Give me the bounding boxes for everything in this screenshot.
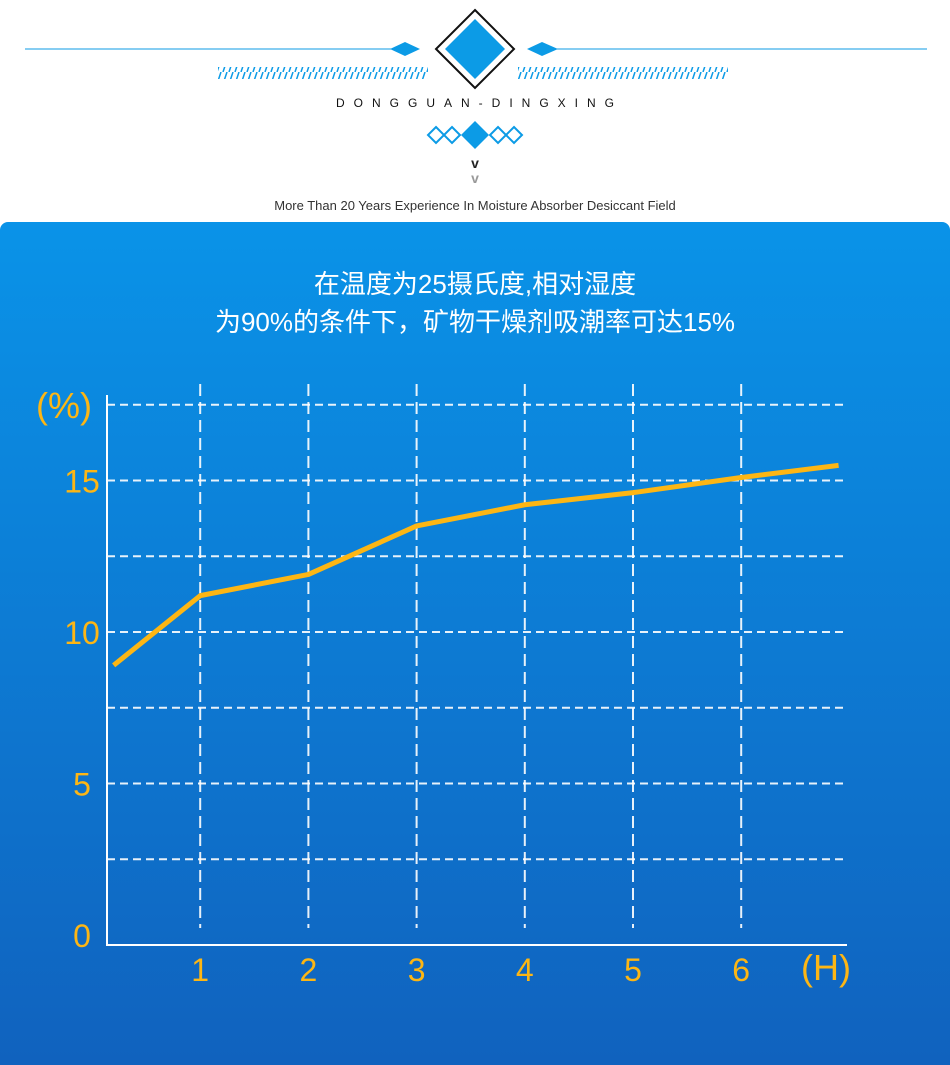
- y-tick-label: 0: [73, 918, 91, 954]
- x-tick-label: 1: [191, 952, 209, 988]
- diamond-logo-icon: [434, 8, 516, 90]
- y-axis-label: (%): [36, 385, 92, 426]
- panel-title-line2: 为90%的条件下，矿物干燥剂吸潮率可达15%: [214, 307, 736, 337]
- header: DONGGUAN-DINGXING v v More Than 20 Years…: [0, 0, 950, 222]
- header-ornament: [25, 8, 927, 149]
- x-tick-label: 5: [624, 952, 642, 988]
- x-tick-label: 4: [516, 952, 534, 988]
- chevron-down-icon: v: [471, 155, 479, 171]
- x-tick-label: 2: [300, 952, 318, 988]
- x-axis-label: (H): [801, 947, 851, 988]
- y-tick-label: 10: [64, 615, 100, 651]
- brand-name: DONGGUAN-DINGXING: [335, 96, 623, 110]
- chart-panel: [0, 222, 950, 1065]
- diamond-logo-fill: [445, 19, 505, 79]
- diamond-center-icon: [461, 121, 489, 149]
- x-tick-label: 3: [408, 952, 426, 988]
- small-diamond-icon: [390, 42, 420, 56]
- diamond-row-icon: [426, 125, 524, 145]
- y-tick-label: 15: [64, 464, 100, 500]
- left-hatch: [218, 67, 428, 79]
- tagline: More Than 20 Years Experience In Moistur…: [274, 198, 676, 213]
- y-tick-label: 5: [73, 767, 91, 803]
- right-hatch: [518, 67, 728, 79]
- chevron-down-icon: v: [471, 170, 479, 186]
- series-line: [112, 462, 839, 668]
- panel-title-line1: 在温度为25摄氏度,相对湿度: [313, 269, 637, 299]
- small-diamond-icon: [527, 42, 558, 56]
- x-tick-label: 6: [732, 952, 750, 988]
